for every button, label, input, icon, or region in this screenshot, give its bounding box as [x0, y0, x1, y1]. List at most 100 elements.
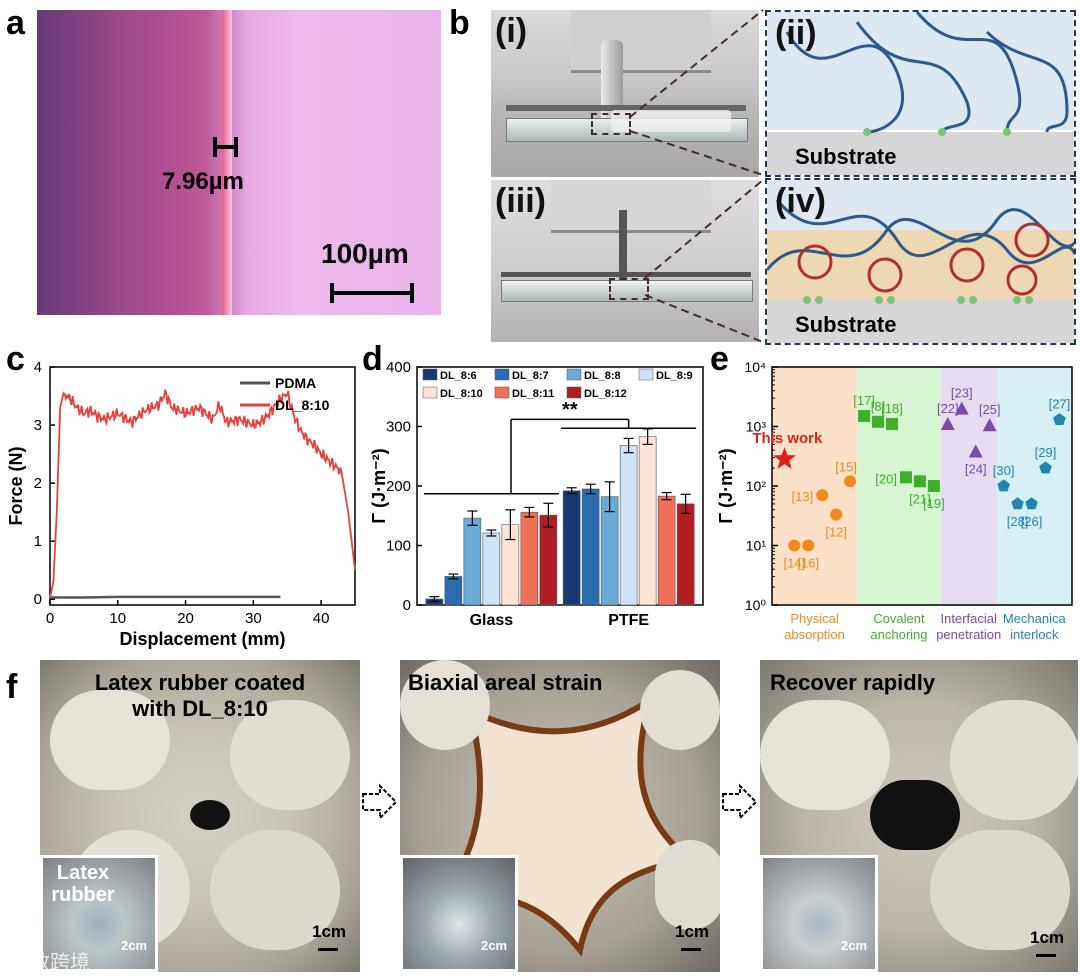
group-label: Covalent: [873, 611, 925, 626]
bar: [581, 488, 600, 606]
inset-2: 2cm: [400, 855, 518, 972]
x-tick-label: 40: [313, 610, 330, 627]
group-label: Mechanica: [1003, 611, 1067, 626]
y-tick-label: 200: [386, 478, 411, 495]
series-line-dl-8-10: [49, 389, 356, 599]
y-tick-label: 0: [403, 597, 411, 614]
legend-swatch: [638, 368, 654, 381]
bar: [676, 503, 695, 606]
stretch-photo-2: Biaxial areal strain 2cm 1cm: [400, 660, 720, 972]
ref-label: [14]: [783, 556, 805, 571]
category-label: PTFE: [608, 612, 649, 629]
interface-line: [222, 10, 232, 315]
ref-label: [18]: [881, 401, 903, 416]
y-tick-label: 3: [34, 417, 42, 434]
bar: [562, 490, 581, 606]
legend-swatch: [566, 386, 582, 399]
inset-3: 2cm: [760, 855, 878, 972]
schematic-ii: (ii) Substrate: [765, 10, 1076, 177]
sub-label-ii: (ii): [775, 14, 817, 52]
measure-label: 7.96µm: [162, 168, 244, 195]
marker-circle: [830, 508, 843, 521]
y-tick-label: 4: [34, 359, 42, 376]
bar: [539, 514, 558, 606]
panel-label-d: d: [362, 340, 383, 378]
y-tick-label: 1: [34, 533, 42, 550]
marker-circle: [788, 539, 801, 552]
y-tick-label: 400: [386, 359, 411, 376]
zoom-guide-lines: [629, 9, 764, 343]
group-label: absorption: [784, 627, 845, 642]
marker-square: [872, 415, 885, 428]
ref-label: [27]: [1049, 397, 1071, 412]
ref-label: [30]: [993, 463, 1015, 478]
bar: [444, 576, 463, 606]
peel-photo-bottom: (iii): [491, 180, 759, 342]
series-line-pdma: [50, 595, 281, 599]
substrate-label-ii: Substrate: [795, 144, 897, 169]
marker-pentagon: [1053, 413, 1066, 426]
y-axis-label: Γ (J·m⁻²): [369, 448, 389, 523]
marker-circle: [802, 539, 815, 552]
ref-label: [21]: [909, 491, 931, 506]
y-tick-label: 10²: [746, 478, 767, 494]
marker-triangle: [968, 444, 983, 458]
marker-circle: [844, 475, 857, 488]
y-tick-label: 2: [34, 475, 42, 492]
legend-label: DL_8:10: [440, 388, 483, 400]
group-label: penetration: [936, 627, 1001, 642]
legend-label: DL_8:9: [656, 370, 693, 382]
marker-square: [913, 475, 926, 488]
panel-label-f: f: [6, 668, 18, 706]
ref-label: [23]: [951, 386, 973, 401]
x-tick-label: 0: [46, 610, 54, 627]
y-tick-label: 300: [386, 419, 411, 436]
inset-scale-3: 2cm: [841, 938, 868, 953]
panel-label-b: b: [449, 4, 470, 42]
ref-label: [26]: [1021, 514, 1043, 529]
bar: [619, 445, 638, 606]
legend-label: PDMA: [275, 375, 316, 391]
x-tick-label: 10: [109, 610, 126, 627]
ref-label: [29]: [1035, 445, 1057, 460]
marker-square: [927, 480, 940, 492]
stretch-photo-1: Latex rubber coated with DL_8:10 Latex r…: [40, 660, 360, 972]
group-label: anchoring: [870, 627, 927, 642]
group-label: Physical: [790, 611, 839, 626]
group-background: [940, 367, 997, 605]
inset-label-1b: rubber: [51, 884, 115, 906]
legend-label: DL_8:7: [512, 370, 549, 382]
ref-label: [15]: [835, 459, 857, 474]
ref-label: [13]: [792, 489, 814, 504]
stretch-photo-3: Recover rapidly 2cm 1cm: [760, 660, 1078, 972]
group-label: Interfacial: [941, 611, 997, 626]
bar: [600, 496, 619, 606]
ref-label: [20]: [875, 471, 897, 486]
legend-swatch: [422, 368, 438, 381]
panel-label-c: c: [6, 340, 25, 378]
caption-2: Biaxial areal strain: [408, 670, 603, 695]
legend-label: DL_8:10: [275, 397, 330, 413]
y-tick-label: 10¹: [746, 538, 767, 554]
y-tick-label: 10³: [746, 419, 767, 435]
caption-3: Recover rapidly: [770, 670, 936, 695]
y-axis-label: Γ (J·m⁻²): [716, 448, 736, 523]
micrograph-annotations: [213, 137, 414, 303]
group-label: interlock: [1010, 627, 1059, 642]
legend-label: DL_8:12: [584, 388, 627, 400]
scale-main-2: 1cm: [675, 922, 710, 941]
bar: [463, 517, 482, 606]
sub-label-iv: (iv): [775, 182, 826, 220]
substrate-label-iv: Substrate: [795, 312, 897, 337]
bar: [482, 532, 501, 606]
inset-scale-1: 2cm: [121, 938, 148, 953]
legend-label: DL_8:6: [440, 370, 477, 382]
ref-label: [24]: [965, 462, 987, 477]
y-tick-label: 100: [386, 538, 411, 555]
marker-circle: [816, 489, 829, 502]
bar: [657, 495, 676, 606]
watermark: 大数跨境: [10, 946, 90, 975]
marker-pentagon: [1011, 497, 1024, 510]
y-tick-label: 0: [34, 591, 42, 608]
ref-label: [28]: [1007, 514, 1029, 529]
